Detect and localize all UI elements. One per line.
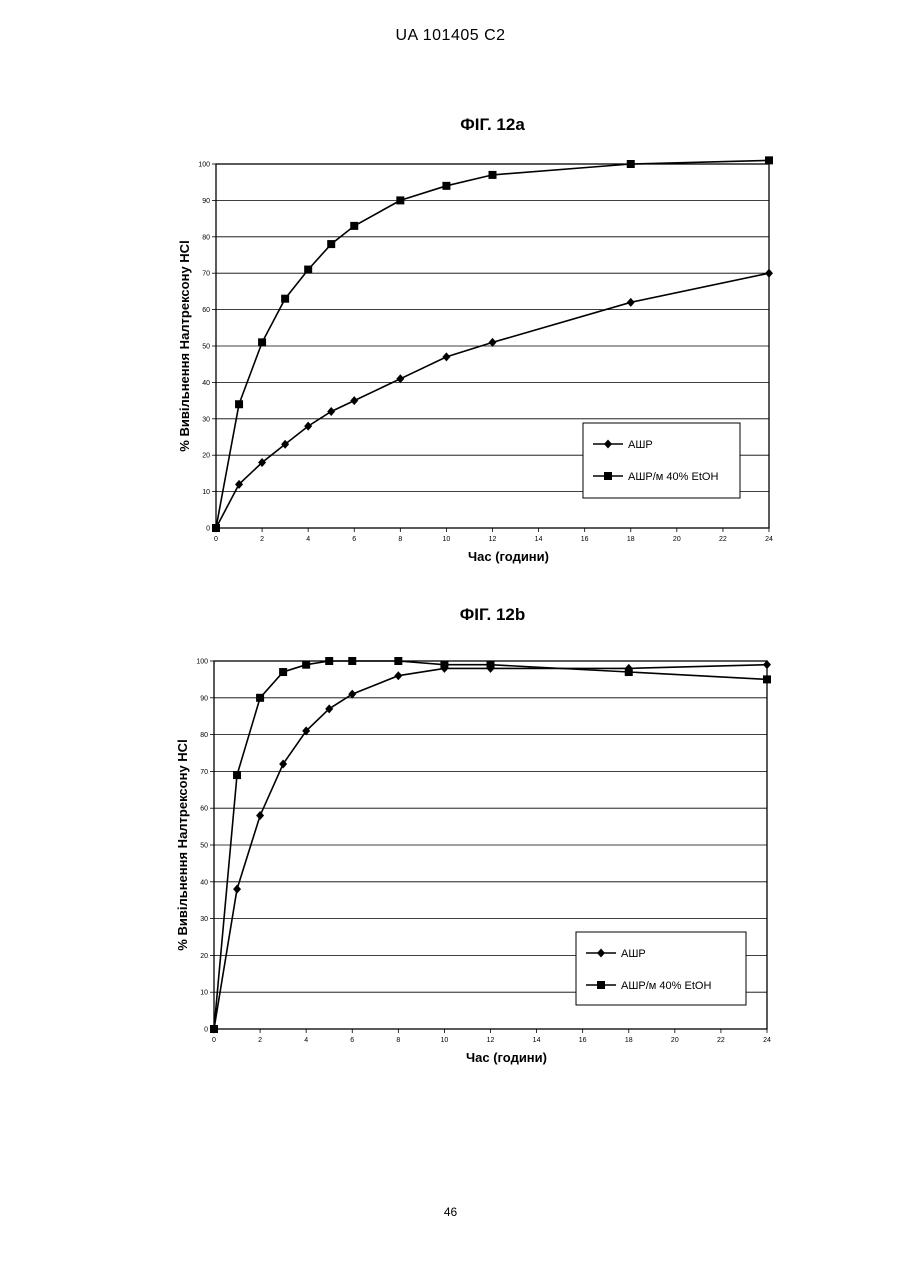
- y-tick-label: 50: [200, 843, 208, 850]
- y-tick-label: 100: [196, 659, 208, 666]
- y-tick-label: 40: [200, 879, 208, 886]
- legend-label: АШР/м 40% EtOH: [621, 980, 711, 992]
- data-point-square: [440, 661, 448, 669]
- page-number: 46: [0, 1205, 901, 1219]
- y-tick-label: 90: [200, 695, 208, 702]
- x-tick-label: 20: [671, 1037, 679, 1044]
- y-tick-label: 0: [204, 1027, 208, 1034]
- x-tick-label: 14: [533, 1037, 541, 1044]
- data-point-square: [394, 657, 402, 665]
- x-tick-label: 18: [625, 1037, 633, 1044]
- data-point-diamond: [394, 671, 402, 680]
- legend-marker-square: [597, 981, 605, 989]
- x-tick-label: 12: [487, 1037, 495, 1044]
- x-tick-label: 4: [304, 1037, 308, 1044]
- y-tick-label: 30: [200, 916, 208, 923]
- x-tick-label: 22: [717, 1037, 725, 1044]
- x-tick-label: 10: [441, 1037, 449, 1044]
- x-tick-label: 8: [396, 1037, 400, 1044]
- data-point-diamond: [233, 885, 241, 894]
- legend-label: АШР: [621, 948, 646, 960]
- y-tick-label: 60: [200, 806, 208, 813]
- x-tick-label: 6: [350, 1037, 354, 1044]
- legend-box: [576, 932, 746, 1005]
- x-tick-label: 0: [212, 1037, 216, 1044]
- x-axis-title: Час (години): [466, 1050, 547, 1065]
- x-tick-label: 24: [763, 1037, 771, 1044]
- data-point-square: [256, 694, 264, 702]
- data-point-square: [302, 661, 310, 669]
- data-point-square: [210, 1025, 218, 1033]
- data-point-square: [763, 675, 771, 683]
- data-point-square: [348, 657, 356, 665]
- data-point-diamond: [348, 690, 356, 699]
- y-tick-label: 80: [200, 732, 208, 739]
- y-tick-label: 10: [200, 990, 208, 997]
- data-point-square: [625, 668, 633, 676]
- data-point-square: [279, 668, 287, 676]
- data-point-square: [487, 661, 495, 669]
- data-point-diamond: [256, 811, 264, 820]
- data-point-square: [325, 657, 333, 665]
- x-tick-label: 2: [258, 1037, 262, 1044]
- data-point-square: [233, 771, 241, 779]
- y-axis-title: % Вивільнення Налтрексону HCl: [175, 739, 190, 950]
- y-tick-label: 70: [200, 769, 208, 776]
- y-tick-label: 20: [200, 953, 208, 960]
- x-tick-label: 16: [579, 1037, 587, 1044]
